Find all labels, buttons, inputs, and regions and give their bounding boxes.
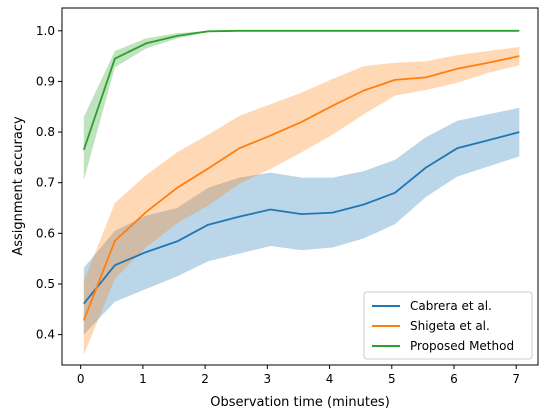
x-tick-label: 6 — [450, 372, 458, 386]
legend-label-2: Shigeta et al. — [410, 319, 490, 333]
x-tick-label: 0 — [77, 372, 85, 386]
legend-label-3: Proposed Method — [410, 339, 514, 353]
y-tick-label: 0.9 — [36, 74, 55, 88]
legend-label-1: Cabrera et al. — [410, 299, 492, 313]
x-tick-label: 3 — [264, 372, 272, 386]
legend: Cabrera et al. Shigeta et al. Proposed Met… — [364, 292, 532, 359]
y-tick-label: 0.7 — [36, 176, 55, 190]
y-tick-label: 1.0 — [36, 24, 55, 38]
x-tick-label: 5 — [388, 372, 396, 386]
y-axis-label: Assignment accuracy — [11, 116, 26, 256]
y-axis-ticks: 0.4 0.5 0.6 0.7 0.8 0.9 1.0 — [36, 24, 62, 342]
x-tick-label: 2 — [201, 372, 209, 386]
x-axis-ticks: 0 1 2 3 4 5 6 7 — [77, 365, 520, 386]
y-tick-label: 0.6 — [36, 226, 55, 240]
x-tick-label: 1 — [139, 372, 147, 386]
y-tick-label: 0.4 — [36, 328, 55, 342]
x-tick-label: 7 — [512, 372, 520, 386]
y-tick-label: 0.8 — [36, 125, 55, 139]
x-tick-label: 4 — [326, 372, 334, 386]
y-tick-label: 0.5 — [36, 277, 55, 291]
x-axis-label: Observation time (minutes) — [210, 395, 390, 410]
